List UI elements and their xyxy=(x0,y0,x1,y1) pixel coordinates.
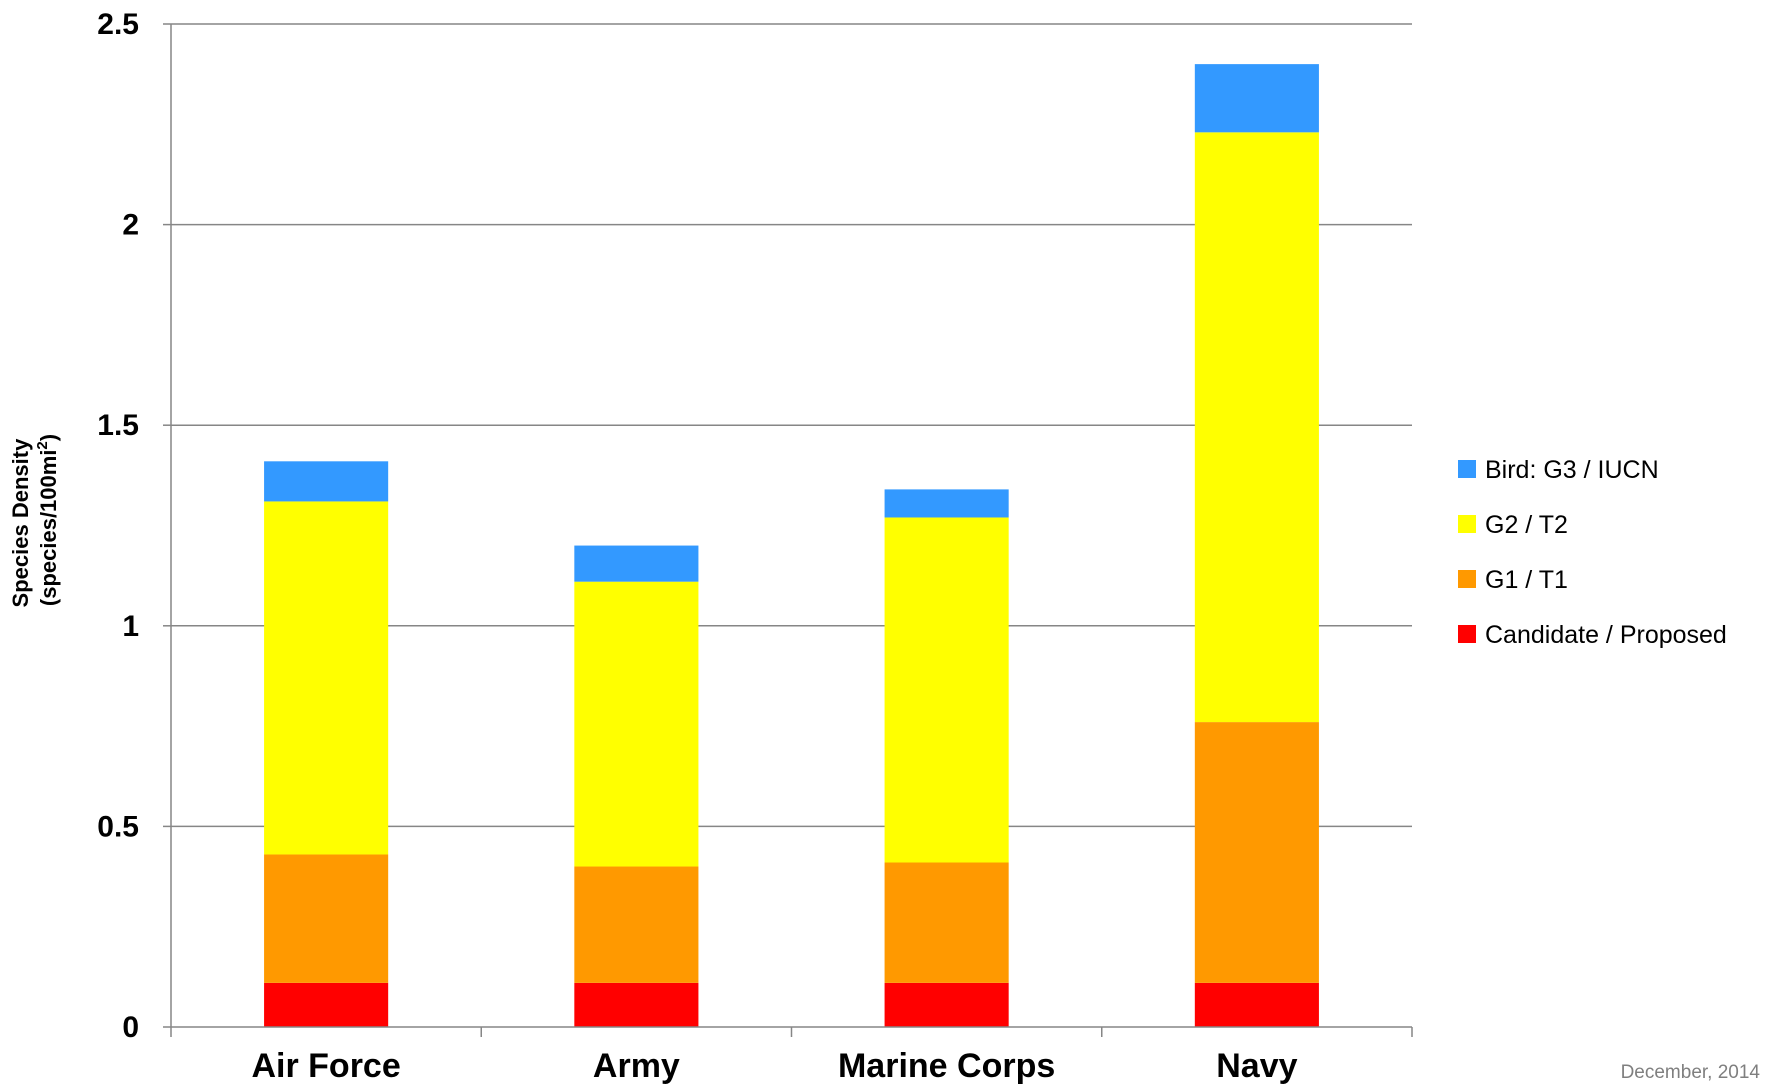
y-axis-label-line1: Species Density xyxy=(8,438,33,608)
y-axis-label-superscript: 2 xyxy=(34,441,51,449)
y-tick-label: 1 xyxy=(122,610,139,643)
axes xyxy=(163,23,1413,1037)
y-tick-label: 1.5 xyxy=(97,409,139,442)
bars xyxy=(264,64,1319,1027)
legend-label: Candidate / Proposed xyxy=(1485,621,1727,649)
bar-segment xyxy=(884,489,1009,518)
bar-segment xyxy=(574,581,699,867)
bar-segment xyxy=(264,461,389,502)
legend: Bird: G3 / IUCN G2 / T2 G1 / T1 Candidate /… xyxy=(1458,456,1727,649)
legend-label: G1 / T1 xyxy=(1485,566,1568,594)
y-tick-label: 2 xyxy=(122,209,139,242)
y-tick-labels: 0 0.5 1 1.5 2 2.5 xyxy=(97,8,139,1044)
bar-segment xyxy=(264,854,389,983)
bar-segment xyxy=(1194,64,1319,133)
legend-swatch xyxy=(1458,570,1476,588)
y-axis-label-line2: (species/100mi xyxy=(36,450,61,607)
bar-segment xyxy=(884,517,1009,863)
x-tick-label: Marine Corps xyxy=(838,1047,1055,1085)
bar-segment xyxy=(574,545,699,582)
legend-label: Bird: G3 / IUCN xyxy=(1485,456,1659,484)
legend-swatch xyxy=(1458,515,1476,533)
bar-segment xyxy=(884,862,1009,983)
x-tick-label: Air Force xyxy=(251,1047,400,1085)
bar-segment xyxy=(574,982,699,1027)
legend-swatch xyxy=(1458,625,1476,643)
bar-segment xyxy=(264,982,389,1027)
footer-date: December, 2014 xyxy=(1621,1062,1761,1083)
bar-segment xyxy=(884,982,1009,1027)
x-tick-labels: Air Force Army Marine Corps Navy xyxy=(251,1047,1297,1085)
bar-segment xyxy=(264,501,389,855)
bar-segment xyxy=(1194,132,1319,723)
bar-segment xyxy=(574,866,699,983)
bar-segment xyxy=(1194,982,1319,1027)
bar-segment xyxy=(1194,722,1319,983)
legend-label: G2 / T2 xyxy=(1485,511,1568,539)
y-tick-label: 2.5 xyxy=(97,8,139,41)
y-tick-label: 0.5 xyxy=(97,810,139,843)
y-axis-label: Species Density (species/100mi2) xyxy=(8,433,61,608)
y-tick-label: 0 xyxy=(122,1011,139,1044)
x-tick-label: Navy xyxy=(1216,1047,1297,1085)
y-axis-label-close: ) xyxy=(36,434,61,441)
x-tick-label: Army xyxy=(593,1047,680,1085)
legend-swatch xyxy=(1458,460,1476,478)
